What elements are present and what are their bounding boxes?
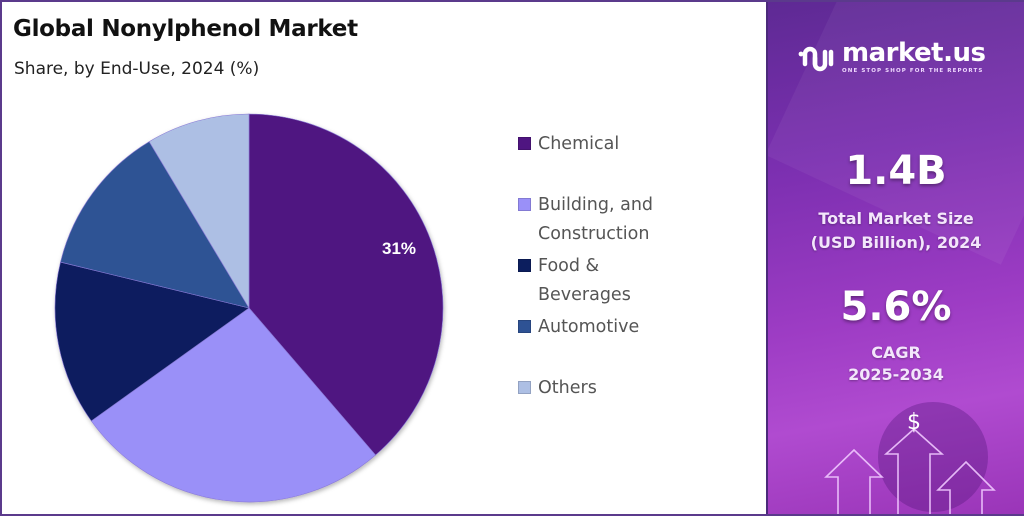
cagr-label-line1: CAGR xyxy=(871,343,921,362)
chart-title: Global Nonylphenol Market xyxy=(13,16,358,42)
legend-label-chemical: Chemical xyxy=(538,134,620,154)
legend-item-building: Building, and Construction xyxy=(518,191,688,249)
market-size-value: 1.4B xyxy=(845,148,947,194)
legend-label-automotive: Automotive xyxy=(538,317,640,337)
legend-label-building-line2: Construction xyxy=(538,224,650,244)
coin-circle-decoration xyxy=(878,402,988,512)
legend-swatch-chemical xyxy=(518,137,531,150)
pie-slice-others xyxy=(148,113,250,310)
legend-item-chemical: Chemical xyxy=(518,130,688,159)
dollar-icon: $ xyxy=(907,410,921,435)
legend-swatch-food xyxy=(518,259,531,272)
legend-swatch-others xyxy=(518,381,531,394)
chart-panel: Global Nonylphenol Market Share, by End-… xyxy=(2,2,766,514)
legend-label-others: Others xyxy=(538,378,597,398)
market-size-label-line2: (USD Billion), 2024 xyxy=(810,233,982,252)
legend-label-food-line2: Beverages xyxy=(538,285,631,305)
legend-swatch-automotive xyxy=(518,320,531,333)
growth-arrows-icon: $ xyxy=(824,410,996,514)
pie-slice-building-and-construction xyxy=(90,307,376,503)
pie-slice-automotive xyxy=(60,141,250,309)
legend-item-others: Others xyxy=(518,374,688,403)
brand-tagline: ONE STOP SHOP FOR THE REPORTS xyxy=(842,68,984,74)
pie-slice-food-beverages xyxy=(54,261,250,422)
legend-label-food-line1: Food & xyxy=(538,256,600,276)
cagr-label-line2: 2025-2034 xyxy=(848,365,944,384)
market-us-logo-icon xyxy=(798,46,834,72)
cagr-value: 5.6% xyxy=(840,284,952,330)
market-size-label-line1: Total Market Size xyxy=(818,209,974,228)
pie-slice-chemical xyxy=(248,113,444,456)
legend-swatch-building xyxy=(518,198,531,211)
summary-panel: market.us ONE STOP SHOP FOR THE REPORTS … xyxy=(766,2,1024,514)
legend-label-building-line1: Building, and xyxy=(538,195,654,215)
brand-logo: market.us ONE STOP SHOP FOR THE REPORTS xyxy=(798,38,986,74)
brand-name: market.us xyxy=(842,38,986,68)
chart-subtitle: Share, by End-Use, 2024 (%) xyxy=(14,59,260,79)
legend-item-food: Food & Beverages xyxy=(518,252,688,310)
pie-data-label-chemical: 31% xyxy=(382,239,416,258)
legend-item-automotive: Automotive xyxy=(518,313,688,342)
pie-chart: 31% xyxy=(54,113,444,503)
